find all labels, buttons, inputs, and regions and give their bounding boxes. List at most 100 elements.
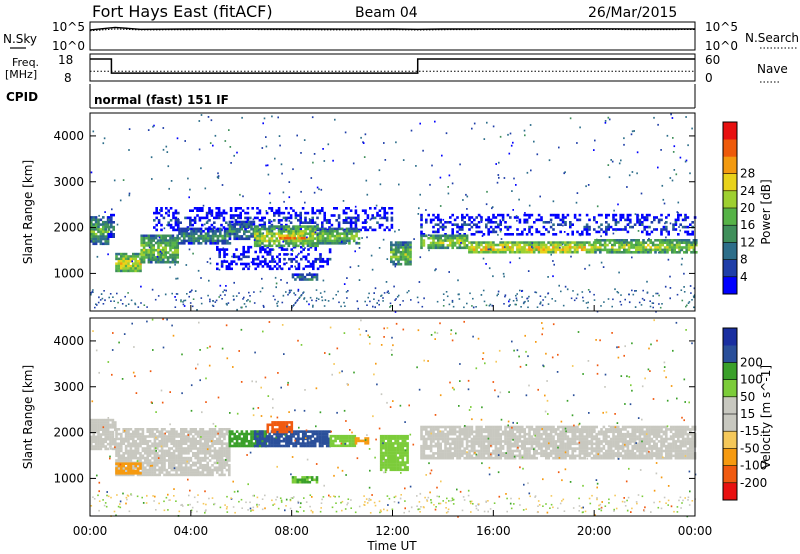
echo-band: [568, 246, 572, 249]
echo-band: [194, 468, 197, 472]
echo-band: [382, 463, 385, 467]
echo-band: [611, 251, 614, 254]
echo-band: [299, 242, 303, 245]
ground-scatter: [463, 306, 465, 309]
echo-band: [247, 220, 251, 224]
echo-band: [132, 440, 135, 443]
echo-band: [437, 432, 440, 436]
echo-band: [397, 255, 400, 259]
echo-band: [382, 437, 385, 440]
echo-band: [559, 248, 562, 252]
echo-band: [150, 239, 153, 242]
scatter-point: [559, 246, 561, 249]
echo-band: [160, 468, 164, 472]
echo-band: [278, 421, 282, 424]
scatter-point: [111, 208, 113, 211]
echo-band: [402, 255, 405, 259]
echo-band: [180, 437, 183, 441]
echo-halo: [345, 219, 348, 222]
echo-halo: [258, 211, 262, 215]
echo-halo: [354, 226, 358, 229]
echo-halo: [268, 260, 272, 263]
scatter-point: [293, 292, 295, 295]
scatter-point: [418, 207, 420, 210]
echo-halo: [208, 209, 211, 212]
echo-halo: [157, 219, 161, 222]
echo-band: [632, 251, 636, 254]
echo-halo: [461, 216, 464, 219]
scatter-point: [277, 116, 279, 119]
echo-halo: [492, 230, 495, 234]
echo-band: [451, 425, 454, 429]
echo-band: [392, 248, 395, 252]
echo-band: [261, 442, 264, 445]
echo-halo: [420, 218, 423, 222]
echo-band: [403, 463, 407, 467]
ground-scatter: [620, 303, 623, 306]
scatter-point: [422, 149, 424, 152]
echo-band: [92, 225, 95, 229]
echo-halo: [523, 218, 526, 222]
echo-band: [441, 234, 445, 238]
echo-band: [331, 442, 335, 445]
scatter-point: [576, 192, 579, 194]
ground-scatter: [521, 296, 523, 298]
echo-halo: [461, 218, 464, 222]
echo-halo: [205, 214, 209, 217]
echo-band: [183, 234, 186, 238]
echo-halo: [208, 219, 211, 222]
echo-band: [250, 223, 253, 226]
echo-band: [127, 432, 130, 436]
echo-halo: [256, 255, 260, 259]
echo-halo: [383, 214, 386, 217]
echo-band: [219, 230, 222, 233]
echo-band: [439, 447, 442, 450]
echo-halo: [672, 228, 675, 231]
ground-scatter: [475, 306, 477, 308]
echo-band: [252, 442, 256, 445]
echo-halo: [299, 219, 302, 222]
ground-scatter: [661, 303, 663, 305]
echo-halo: [677, 233, 680, 236]
echo-band: [174, 258, 177, 262]
echo-band: [209, 242, 212, 245]
scatter-point: [618, 162, 621, 165]
echo-band: [306, 225, 310, 228]
echo-band: [139, 467, 142, 470]
echo-band: [258, 430, 262, 433]
scatter-point: [230, 162, 232, 164]
echo-band: [525, 241, 529, 244]
echo-band: [124, 467, 128, 470]
echo-band: [247, 432, 251, 436]
echo-band: [226, 232, 229, 235]
echo-band: [97, 423, 100, 427]
echo-band: [449, 430, 452, 434]
echo-halo: [290, 265, 293, 268]
echo-band: [461, 241, 464, 245]
scatter-point: [113, 179, 116, 182]
echo-band: [437, 454, 440, 458]
ground-scatter: [191, 305, 194, 308]
echo-band: [291, 273, 295, 276]
echo-band: [603, 241, 607, 244]
echo-band: [253, 242, 257, 245]
echo-band: [456, 241, 459, 245]
echo-band: [127, 452, 130, 455]
scatter-point: [221, 184, 224, 186]
echo-band: [630, 239, 633, 242]
echo-band: [174, 246, 177, 250]
echo-band: [449, 449, 452, 453]
echo-band: [136, 449, 140, 453]
echo-band: [221, 239, 224, 243]
echo-band: [520, 241, 524, 244]
echo-band: [559, 250, 562, 254]
echo-band: [159, 248, 163, 252]
echo-band: [422, 442, 426, 446]
colorbar-segment: [723, 139, 737, 157]
ground-scatter: [586, 306, 589, 309]
echo-band: [136, 264, 140, 268]
scatter-point: [547, 276, 549, 278]
echo-halo: [388, 207, 391, 210]
scatter-point: [332, 159, 334, 162]
scatter-point: [229, 146, 232, 148]
